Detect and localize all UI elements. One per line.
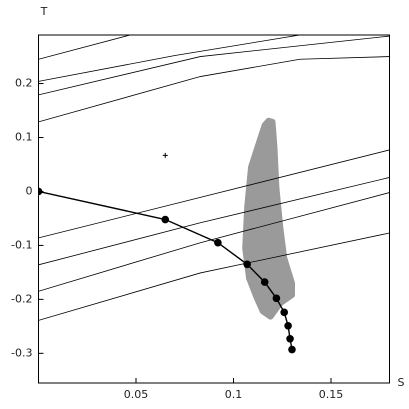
x-tick-label: 0.05 [124, 388, 149, 401]
x-tick-label: 0.1 [225, 388, 243, 401]
data-point [161, 215, 170, 224]
x-tick-label: 0.15 [319, 388, 344, 401]
y-tick-label: -0.3 [11, 346, 32, 359]
data-point [284, 322, 292, 330]
contour-line [38, 56, 390, 123]
contour-line [38, 149, 390, 239]
data-point [243, 260, 251, 269]
point-cloud [242, 117, 295, 320]
y-tick-label: -0.2 [11, 292, 32, 305]
data-point [288, 345, 296, 354]
data-line [38, 190, 293, 350]
contour-line [38, 35, 390, 96]
y-tick-label: 0 [26, 184, 33, 197]
y-tick-label: 0.2 [15, 77, 33, 90]
data-point [214, 238, 222, 247]
frame [38, 34, 390, 384]
data-point [272, 294, 281, 303]
y-axis-label: T [40, 5, 48, 18]
data-point [260, 278, 269, 286]
x-axis-label: S [398, 376, 405, 389]
y-tick-label: -0.1 [11, 238, 32, 251]
data-point [286, 334, 294, 343]
plot-area [38, 35, 390, 354]
contour-line [38, 232, 390, 321]
contour-line [38, 35, 300, 82]
contour-line [38, 35, 131, 60]
contour-line [38, 177, 390, 266]
y-tick-label: 0.1 [15, 131, 33, 144]
cross-marker [162, 152, 168, 158]
contour-line [38, 192, 390, 292]
data-point [280, 308, 289, 317]
